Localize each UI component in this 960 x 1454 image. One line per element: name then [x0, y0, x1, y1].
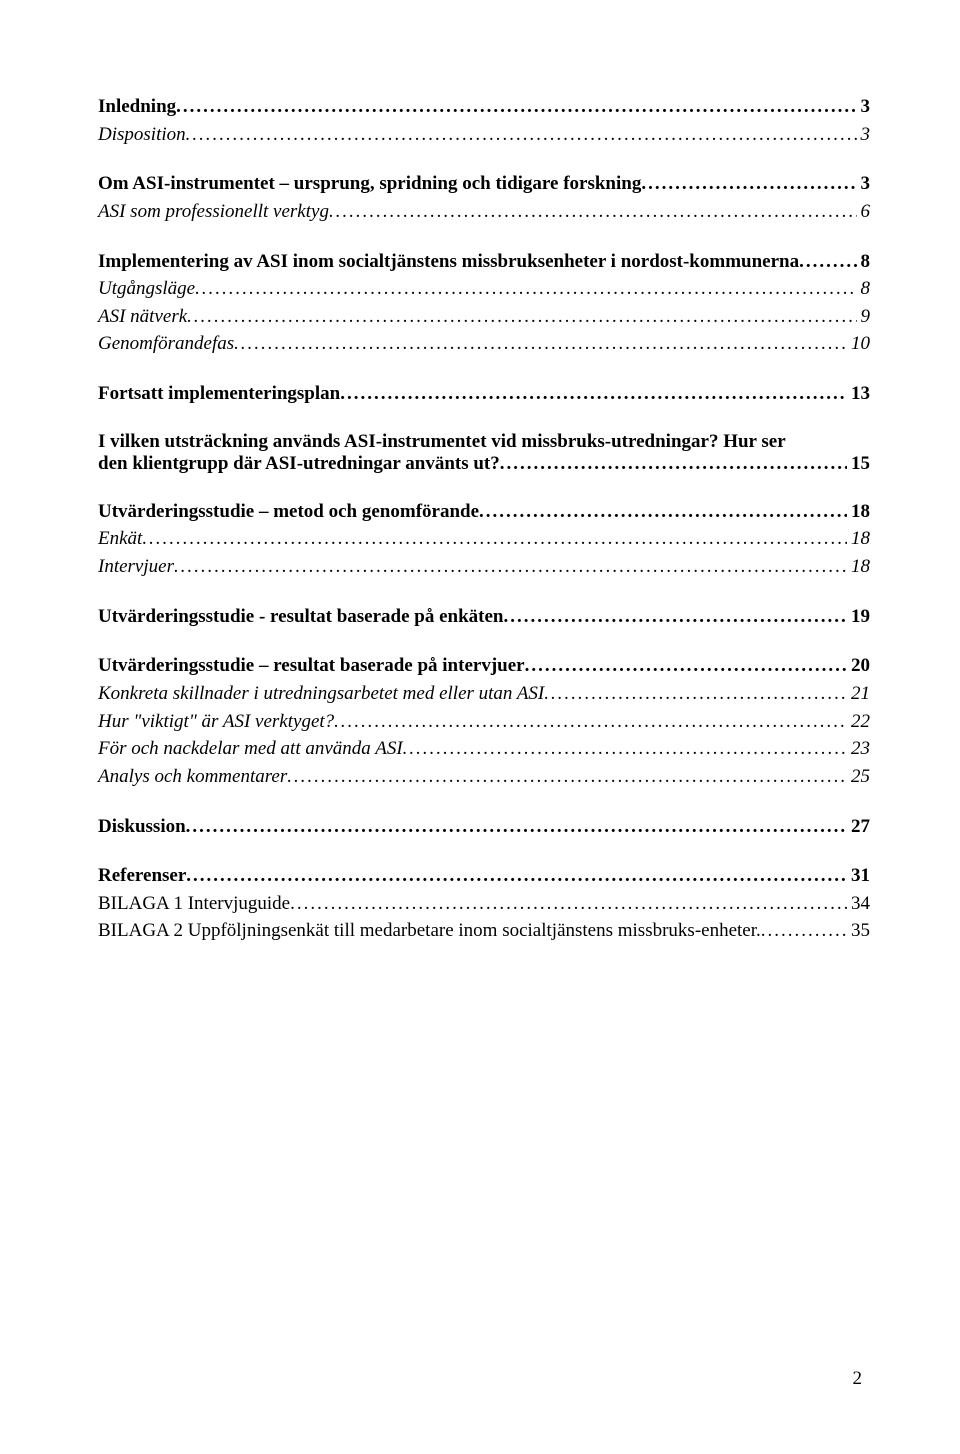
table-of-contents: Inledning 3 Disposition 3 Om ASI-instrumente…	[98, 94, 870, 944]
toc-entry: BILAGA 2 Uppföljningsenkät till medarbet…	[98, 918, 870, 944]
toc-page: 19	[847, 604, 870, 630]
toc-title: Om ASI-instrumentet – ursprung, spridnin…	[98, 171, 641, 197]
toc-leader	[186, 814, 847, 840]
toc-page: 3	[857, 122, 871, 148]
toc-page: 8	[857, 276, 871, 302]
toc-title: Enkät	[98, 526, 142, 552]
toc-entry: Utvärderingsstudie – metod och genomföra…	[98, 499, 870, 525]
toc-page: 20	[847, 653, 870, 679]
toc-title: Utgångsläge	[98, 276, 195, 302]
toc-leader	[290, 891, 847, 917]
toc-leader	[504, 604, 847, 630]
toc-entry: Utvärderingsstudie - resultat baserade p…	[98, 604, 870, 630]
toc-title-line: I vilken utsträckning används ASI-instru…	[98, 431, 870, 453]
toc-page: 3	[857, 94, 871, 120]
toc-entry: Om ASI-instrumentet – ursprung, spridnin…	[98, 171, 870, 197]
toc-title: Analys och kommentarer	[98, 764, 287, 790]
toc-leader	[287, 764, 847, 790]
toc-entry: Utvärderingsstudie – resultat baserade p…	[98, 653, 870, 679]
toc-entry: Analys och kommentarer 25	[98, 764, 870, 790]
toc-title: den klientgrupp där ASI-utredningar anvä…	[98, 453, 500, 475]
toc-entry: Genomförandefas 10	[98, 331, 870, 357]
toc-row: den klientgrupp där ASI-utredningar anvä…	[98, 453, 870, 475]
toc-leader	[174, 554, 847, 580]
toc-leader	[186, 122, 857, 148]
toc-title: Implementering av ASI inom socialtjänste…	[98, 249, 799, 275]
toc-page: 34	[847, 891, 870, 917]
toc-leader	[187, 304, 856, 330]
page-number: 2	[853, 1368, 863, 1390]
toc-title: Genomförandefas	[98, 331, 234, 357]
toc-page: 21	[847, 681, 870, 707]
toc-title: Diskussion	[98, 814, 186, 840]
toc-page: 13	[847, 381, 870, 407]
toc-leader	[479, 499, 847, 525]
toc-entry: Diskussion 27	[98, 814, 870, 840]
toc-leader	[142, 526, 847, 552]
toc-entry: Implementering av ASI inom socialtjänste…	[98, 249, 870, 275]
toc-page: 27	[847, 814, 870, 840]
toc-title: Konkreta skillnader i utredningsarbetet …	[98, 681, 544, 707]
toc-title: ASI nätverk	[98, 304, 187, 330]
toc-leader	[641, 171, 856, 197]
toc-page: 15	[847, 453, 870, 475]
toc-entry: Fortsatt implementeringsplan 13	[98, 381, 870, 407]
toc-title: Intervjuer	[98, 554, 174, 580]
toc-leader	[525, 653, 847, 679]
toc-title: ASI som professionellt verktyg	[98, 199, 329, 225]
toc-page: 3	[857, 171, 871, 197]
toc-title: Utvärderingsstudie – resultat baserade p…	[98, 653, 525, 679]
toc-page: 23	[847, 736, 870, 762]
toc-title: För och nackdelar med att använda ASI	[98, 736, 403, 762]
toc-leader	[334, 709, 847, 735]
toc-leader	[186, 863, 847, 889]
toc-title: Inledning	[98, 94, 176, 120]
toc-page: 18	[847, 554, 870, 580]
toc-entry: För och nackdelar med att använda ASI 23	[98, 736, 870, 762]
toc-entry: Disposition 3	[98, 122, 870, 148]
toc-title: BILAGA 1 Intervjuguide	[98, 891, 290, 917]
toc-title: Referenser	[98, 863, 186, 889]
toc-leader	[340, 381, 847, 407]
toc-page: 22	[847, 709, 870, 735]
toc-leader	[403, 736, 847, 762]
toc-leader	[234, 331, 847, 357]
toc-page: 6	[857, 199, 871, 225]
toc-page: 10	[847, 331, 870, 357]
toc-title: Disposition	[98, 122, 186, 148]
toc-page: 25	[847, 764, 870, 790]
toc-entry: Enkät 18	[98, 526, 870, 552]
toc-page: 9	[857, 304, 871, 330]
toc-entry: ASI nätverk 9	[98, 304, 870, 330]
toc-title: Hur "viktigt" är ASI verktyget?	[98, 709, 334, 735]
toc-leader	[799, 249, 856, 275]
toc-leader	[500, 453, 847, 475]
toc-page: 8	[857, 249, 871, 275]
toc-entry: I vilken utsträckning används ASI-instru…	[98, 431, 870, 475]
toc-page: 35	[847, 918, 870, 944]
toc-leader	[544, 681, 847, 707]
toc-entry: Inledning 3	[98, 94, 870, 120]
toc-entry: Konkreta skillnader i utredningsarbetet …	[98, 681, 870, 707]
toc-entry: Intervjuer 18	[98, 554, 870, 580]
toc-title: Fortsatt implementeringsplan	[98, 381, 340, 407]
toc-entry: ASI som professionellt verktyg 6	[98, 199, 870, 225]
toc-title: Utvärderingsstudie – metod och genomföra…	[98, 499, 479, 525]
toc-leader	[329, 199, 857, 225]
toc-entry: Hur "viktigt" är ASI verktyget? 22	[98, 709, 870, 735]
toc-entry: Utgångsläge 8	[98, 276, 870, 302]
toc-entry: BILAGA 1 Intervjuguide 34	[98, 891, 870, 917]
toc-title: Utvärderingsstudie - resultat baserade p…	[98, 604, 504, 630]
toc-page: 18	[847, 526, 870, 552]
toc-entry: Referenser 31	[98, 863, 870, 889]
toc-leader	[761, 918, 847, 944]
toc-title: BILAGA 2 Uppföljningsenkät till medarbet…	[98, 918, 761, 944]
toc-page: 31	[847, 863, 870, 889]
toc-leader	[195, 276, 856, 302]
toc-page: 18	[847, 499, 870, 525]
toc-leader	[176, 94, 856, 120]
